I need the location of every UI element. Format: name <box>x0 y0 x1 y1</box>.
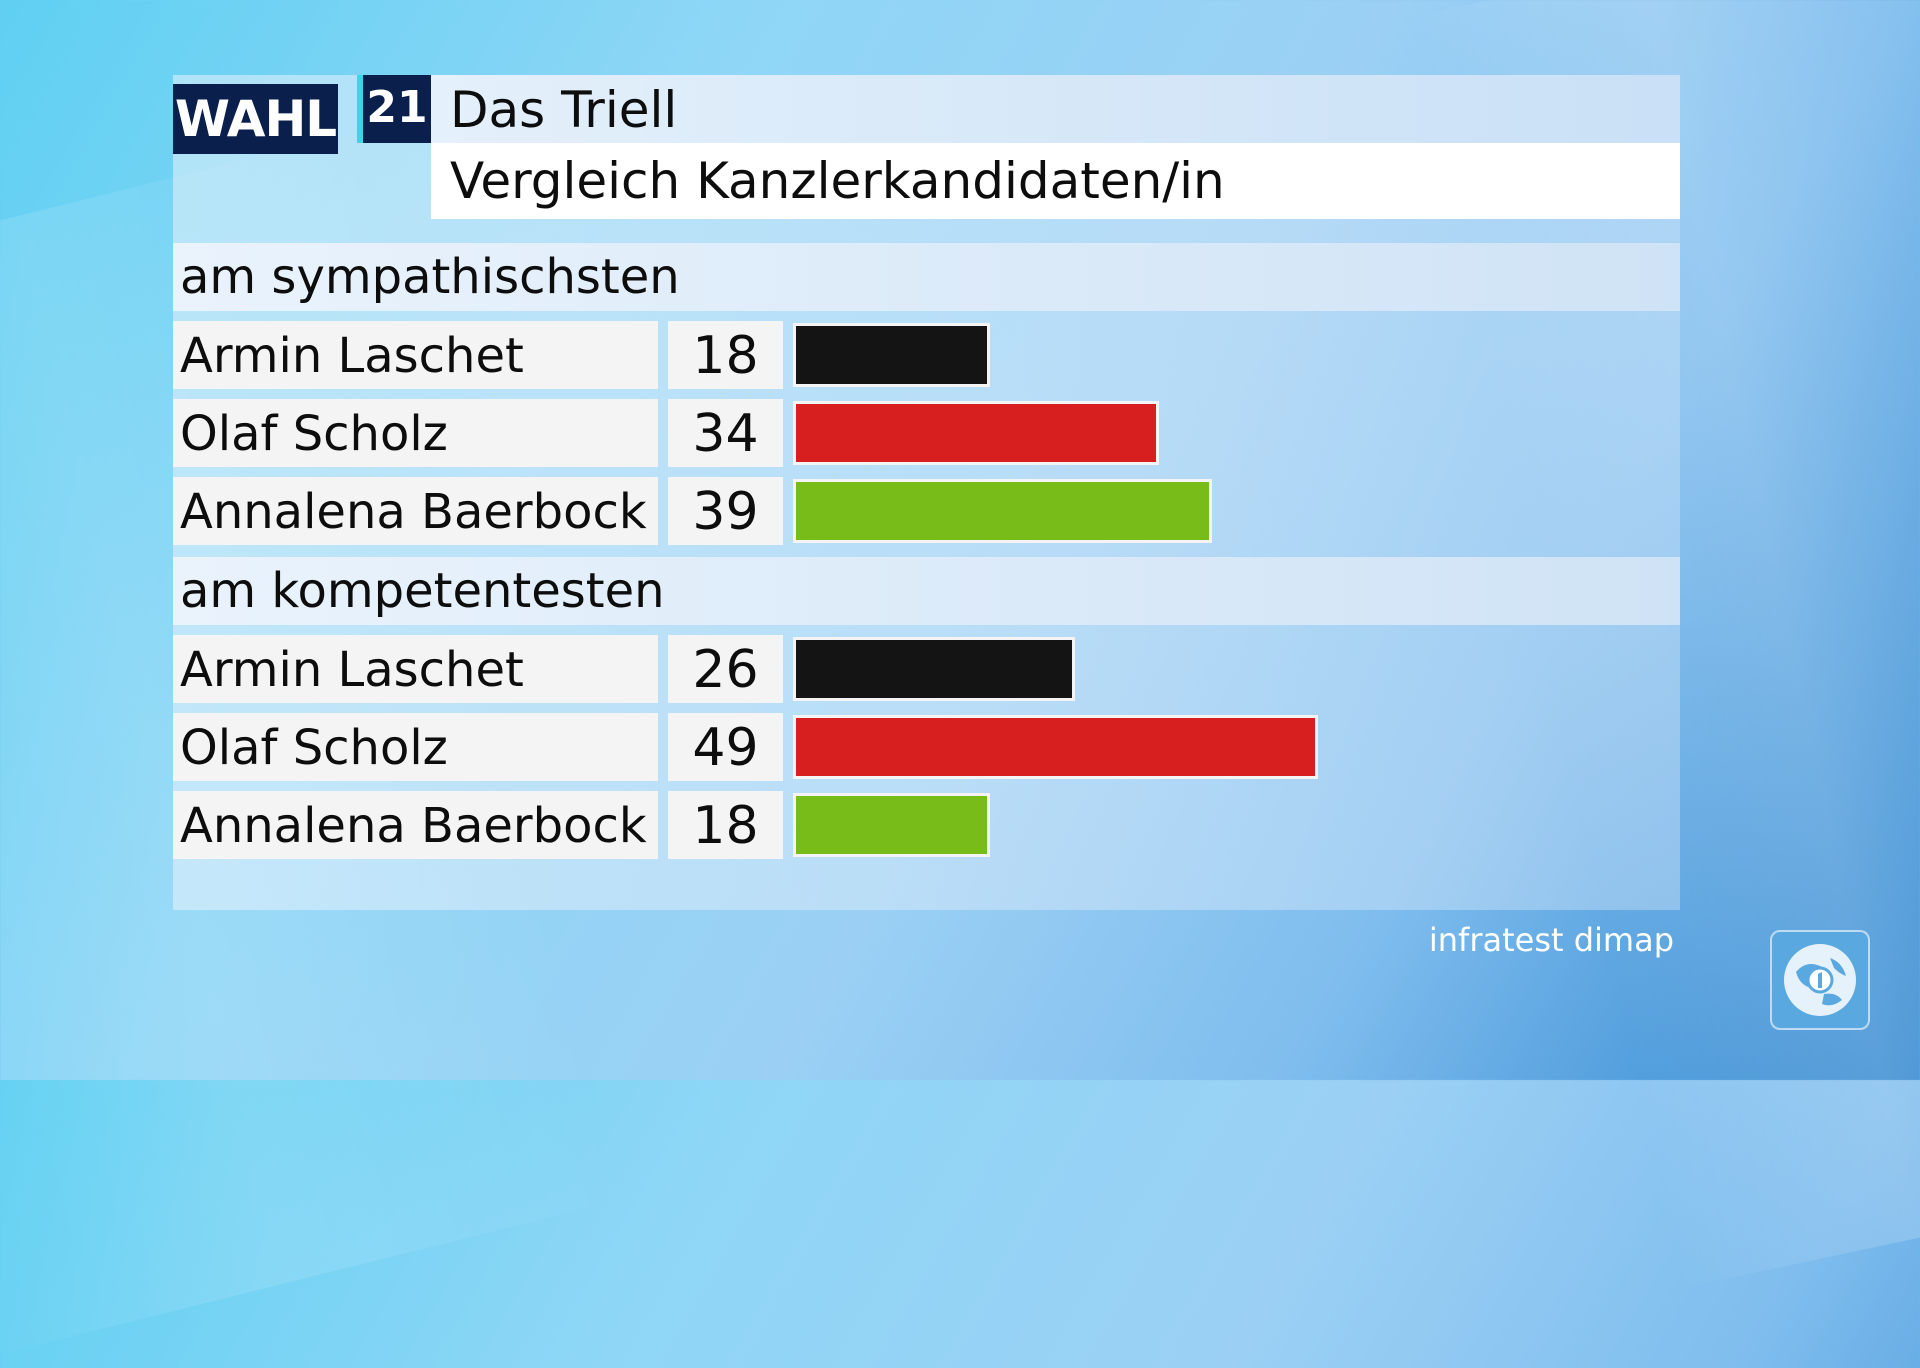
value-label: 26 <box>692 640 759 700</box>
candidate-name: Armin Laschet <box>180 642 524 698</box>
chart-subtitle: Vergleich Kanzlerkandidaten/in <box>450 152 1225 210</box>
candidate-name: Annalena Baerbock <box>180 798 647 854</box>
value-bar <box>793 479 1212 543</box>
value-bar <box>793 793 990 857</box>
value-cell <box>668 321 783 389</box>
candidate-name: Annalena Baerbock <box>180 484 647 540</box>
logo-number: 21 <box>366 82 428 133</box>
candidate-name-cell <box>173 791 658 859</box>
globe-icon <box>1784 944 1856 1016</box>
value-bar <box>793 323 990 387</box>
ard-globe-logo <box>1770 930 1870 1030</box>
candidate-name-cell <box>173 635 658 703</box>
section-header <box>173 557 1680 625</box>
candidate-name-cell <box>173 321 658 389</box>
logo-accent <box>357 75 365 143</box>
subtitle-bar <box>431 143 1680 219</box>
title-bar <box>431 75 1680 143</box>
value-bar <box>793 715 1318 779</box>
value-label: 34 <box>692 404 759 464</box>
value-cell <box>668 477 783 545</box>
value-bar <box>793 637 1075 701</box>
value-cell <box>668 713 783 781</box>
candidate-name: Olaf Scholz <box>180 720 448 776</box>
section-label: am sympathischsten <box>180 249 680 305</box>
value-label: 18 <box>692 796 759 856</box>
logo-number-box <box>363 75 431 143</box>
value-cell <box>668 791 783 859</box>
value-label: 18 <box>692 326 759 386</box>
value-bar <box>793 401 1159 465</box>
candidate-name: Armin Laschet <box>180 328 524 384</box>
section-header <box>173 243 1680 311</box>
value-label: 39 <box>692 482 759 542</box>
candidate-name-cell <box>173 477 658 545</box>
candidate-name-cell <box>173 399 658 467</box>
value-label: 49 <box>692 718 759 778</box>
value-cell <box>668 399 783 467</box>
wahl-logo: WAHL <box>173 84 338 154</box>
candidate-name: Olaf Scholz <box>180 406 448 462</box>
candidate-name-cell <box>173 713 658 781</box>
value-cell <box>668 635 783 703</box>
section-label: am kompetentesten <box>180 563 665 619</box>
source-label: infratest dimap <box>1428 921 1674 959</box>
chart-title: Das Triell <box>450 81 678 139</box>
